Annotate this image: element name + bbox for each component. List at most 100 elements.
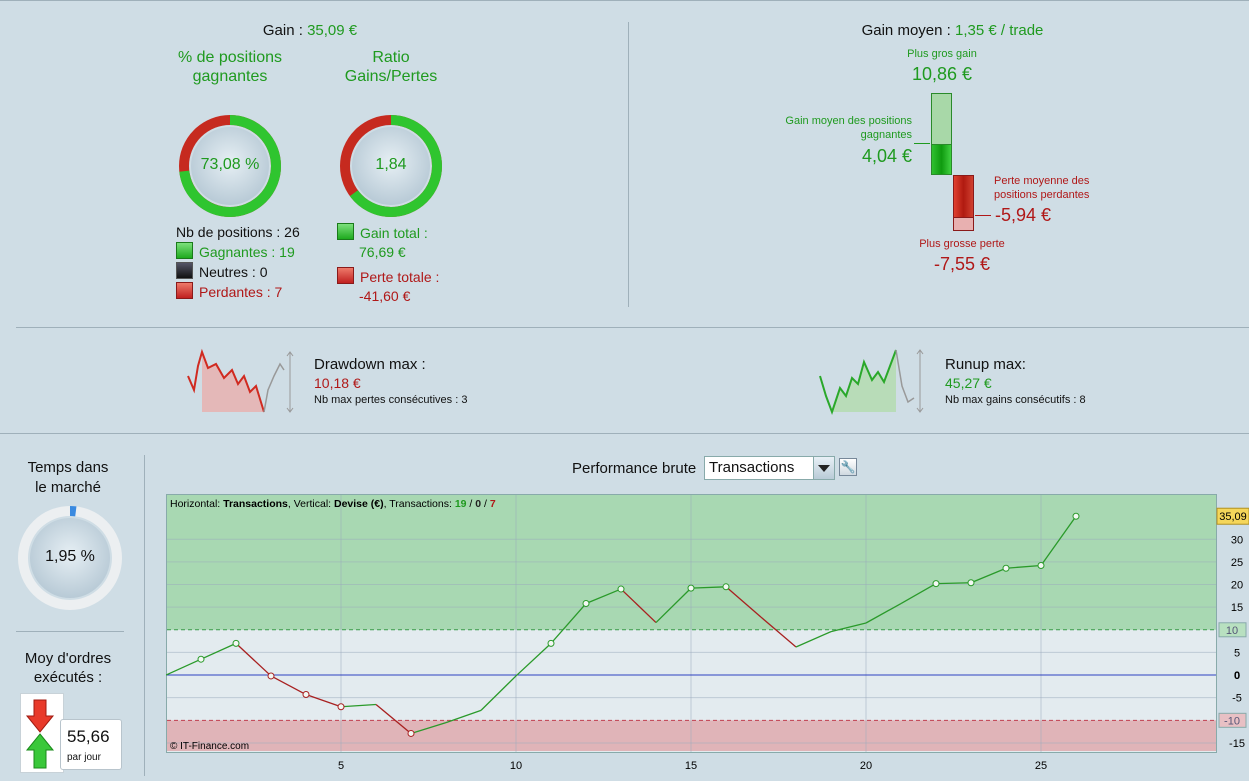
orders-title: Moy d'ordres exécutés : bbox=[24, 650, 112, 686]
data-point bbox=[407, 729, 415, 737]
data-point bbox=[1002, 564, 1010, 572]
band-label: -10 bbox=[1224, 715, 1240, 727]
series-segment bbox=[200, 642, 237, 660]
drawdown-value: 10,18 € bbox=[314, 375, 361, 391]
red-square-icon bbox=[337, 267, 354, 284]
chevron-down-icon[interactable] bbox=[813, 457, 834, 479]
y-tick-label: 15 bbox=[1231, 602, 1243, 614]
loss-total-label: Perte totale : bbox=[337, 267, 439, 287]
data-point bbox=[302, 691, 310, 699]
y-tick-label: 20 bbox=[1231, 580, 1243, 592]
avg-win-label: Gain moyen des positions gagnantes bbox=[785, 115, 912, 141]
time-in-market-arc bbox=[18, 506, 122, 610]
series-segment bbox=[340, 703, 377, 708]
loss-total-value: -41,60 € bbox=[359, 288, 411, 304]
runup-sparkline bbox=[816, 346, 926, 421]
max-loss-label: Plus grosse perte bbox=[919, 238, 1005, 250]
avg-loss-label: Perte moyenne des positions perdantes bbox=[994, 175, 1090, 201]
ratio-donut-gain-arc bbox=[340, 115, 442, 217]
band-label: 10 bbox=[1226, 625, 1238, 637]
gain-total-label: Gain total : bbox=[337, 223, 439, 243]
ratio-donut: 1,84 bbox=[339, 114, 443, 218]
band-label-box: 10 bbox=[1218, 622, 1247, 638]
data-point bbox=[337, 703, 345, 711]
max-loss-value: -7,55 € bbox=[933, 254, 991, 274]
series-segment bbox=[655, 587, 692, 624]
x-tick-label: 15 bbox=[685, 760, 697, 772]
orders-value-box: 55,66 par jour bbox=[60, 719, 122, 770]
data-point bbox=[1037, 562, 1045, 570]
green-square-icon bbox=[176, 242, 193, 259]
max-gain-label: Plus gros gain bbox=[907, 48, 977, 60]
data-point bbox=[582, 600, 590, 608]
band-label-box: -10 bbox=[1218, 712, 1247, 728]
avg-gain-label: Gain moyen : bbox=[861, 22, 955, 39]
series-segment bbox=[410, 721, 447, 735]
data-point bbox=[967, 579, 975, 587]
totals-legend: Gain total : 76,69 € Perte totale : -41,… bbox=[337, 223, 439, 306]
last-value-bg bbox=[1216, 507, 1249, 525]
wrench-icon[interactable]: 🔧 bbox=[839, 458, 857, 476]
chart-info: Horizontal: Transactions, Vertical: Devi… bbox=[170, 498, 496, 510]
series-segment bbox=[270, 675, 307, 696]
x-tick-label: 5 bbox=[338, 760, 344, 772]
series-segment bbox=[165, 658, 202, 676]
orders-unit: par jour bbox=[67, 752, 101, 763]
y-tick-label: -5 bbox=[1232, 693, 1242, 705]
band-label-bg bbox=[1218, 622, 1247, 638]
positions-total: Nb de positions : 26 bbox=[176, 224, 300, 240]
series-segment bbox=[235, 642, 272, 677]
max-loss-bar bbox=[953, 218, 974, 231]
performance-mode-value: Transactions bbox=[709, 459, 795, 476]
avg-gain-summary: Gain moyen : 1,35 € / trade bbox=[810, 22, 1095, 39]
avg-loss-value: -5,94 € bbox=[995, 205, 1052, 225]
time-in-market-value: 1,95 % bbox=[45, 548, 95, 565]
series-segment bbox=[515, 642, 552, 677]
max-gain-bar bbox=[931, 93, 952, 144]
series-segment bbox=[865, 602, 902, 624]
runup-title: Runup max: bbox=[945, 356, 1026, 373]
band-label-bg bbox=[1218, 712, 1247, 728]
runup-sub: Nb max gains consécutifs : 8 bbox=[945, 394, 1086, 406]
positions-neutral: Neutres : 0 bbox=[176, 262, 300, 282]
down-arrow-icon bbox=[25, 699, 55, 733]
y-tick-label: 30 bbox=[1231, 534, 1243, 546]
avg-gain-value: 1,35 € / trade bbox=[954, 22, 1044, 39]
time-in-market-title: Temps dans le marché bbox=[27, 459, 109, 496]
series-segment bbox=[585, 588, 622, 605]
series-segment bbox=[480, 675, 517, 711]
data-point bbox=[1072, 512, 1080, 520]
runup-value: 45,27 € bbox=[945, 375, 992, 391]
series-segment bbox=[1005, 564, 1042, 569]
green-square-icon bbox=[337, 223, 354, 240]
series-segment bbox=[760, 616, 797, 648]
ratio-value: 1,84 bbox=[375, 156, 407, 173]
x-tick-label: 25 bbox=[1035, 760, 1047, 772]
series-segment bbox=[690, 586, 727, 589]
last-value-box: 35,09 bbox=[1216, 507, 1249, 525]
drawdown-sparkline bbox=[186, 346, 296, 421]
drawdown-sub: Nb max pertes consécutives : 3 bbox=[314, 394, 468, 406]
series-segment bbox=[935, 582, 972, 585]
series-segment bbox=[725, 586, 762, 618]
red-square-icon bbox=[176, 282, 193, 299]
series-segment bbox=[900, 583, 937, 605]
orders-value: 55,66 bbox=[67, 727, 110, 746]
series-segment bbox=[375, 703, 412, 734]
performance-mode-select[interactable]: Transactions bbox=[704, 456, 835, 480]
positions-winners: Gagnantes : 19 bbox=[176, 242, 300, 262]
black-square-icon bbox=[176, 262, 193, 279]
gain-label: Gain : bbox=[262, 22, 308, 39]
performance-chart: 5 10 15 20 25 30 25 20 15 5 0 -5 -15 0 10 -10 35,09 Hori… bbox=[165, 494, 1249, 776]
avg-win-value: 4,04 € bbox=[861, 146, 912, 166]
win-percent-donut: 73,08 % bbox=[178, 114, 282, 218]
y-tick-label: 5 bbox=[1234, 647, 1240, 659]
time-in-market-donut: 1,95 % bbox=[17, 505, 123, 611]
y-tick-label: 0 bbox=[1234, 670, 1240, 682]
data-point bbox=[687, 584, 695, 592]
avg-loss-arrow-icon bbox=[975, 215, 991, 216]
positions-losers: Perdantes : 7 bbox=[176, 282, 300, 302]
data-point bbox=[267, 672, 275, 680]
series-segment bbox=[305, 693, 342, 708]
